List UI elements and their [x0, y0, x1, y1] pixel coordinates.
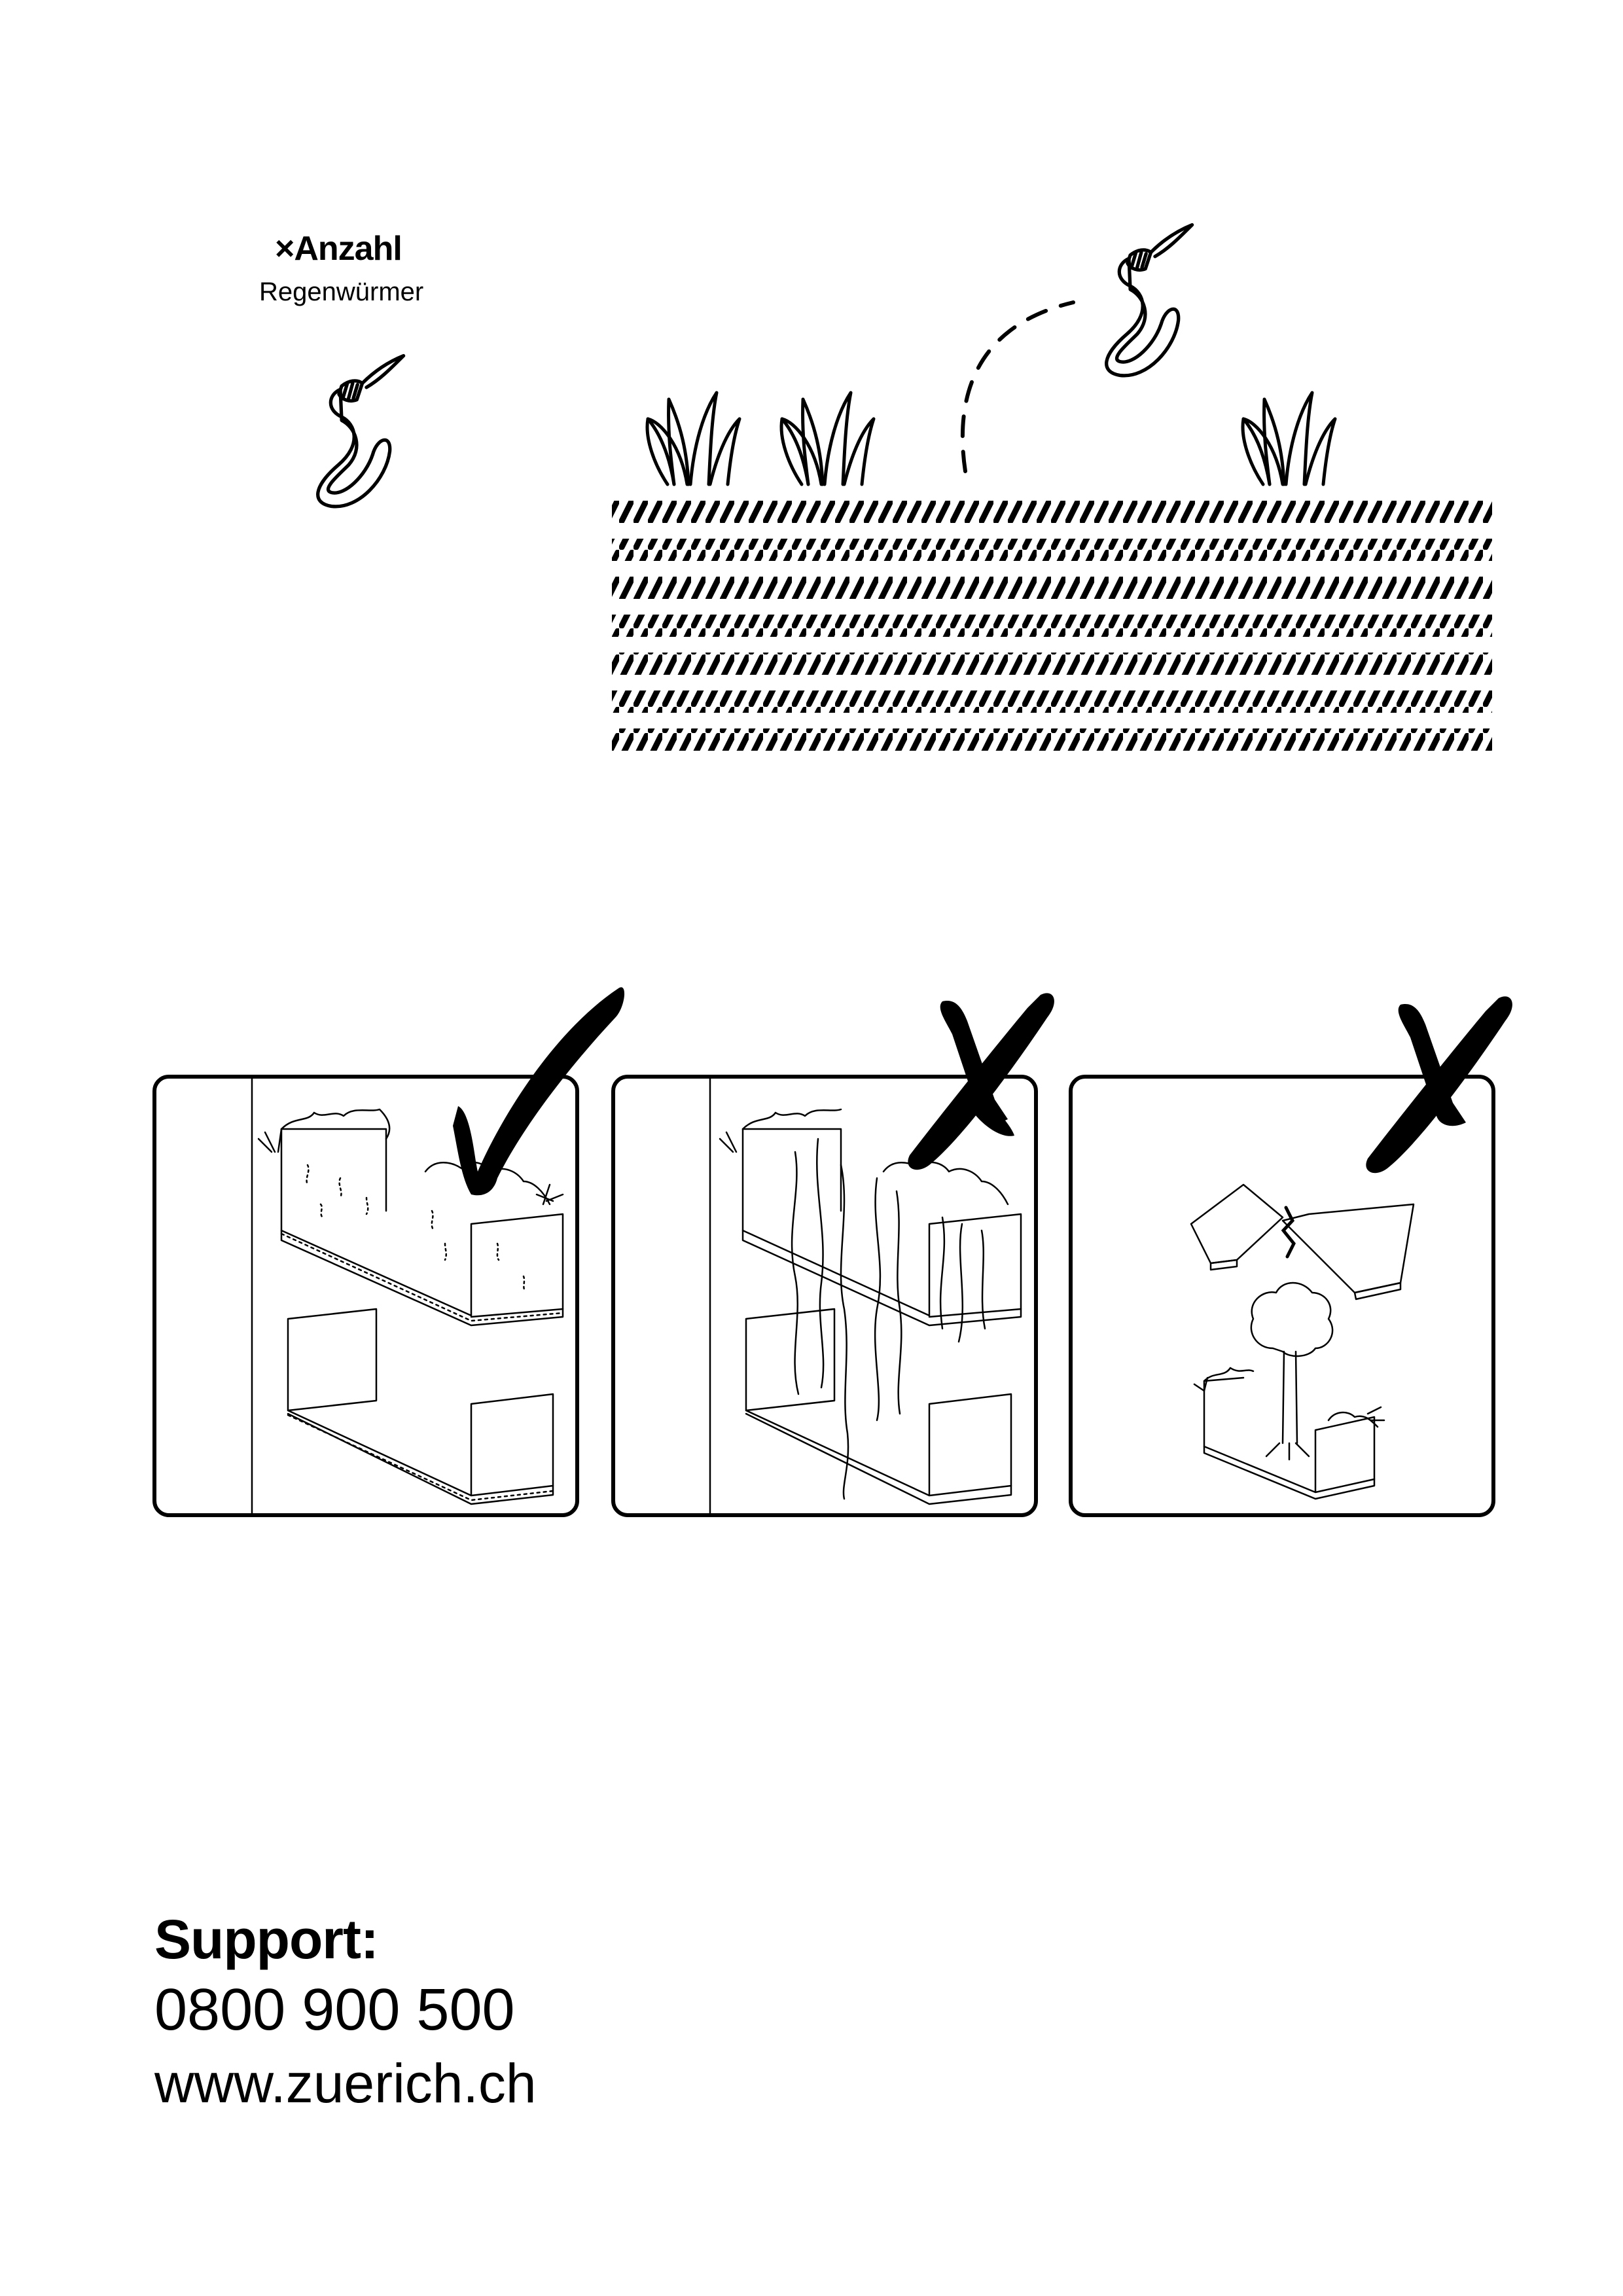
earthworm-icon: [1107, 225, 1192, 376]
grass-icon: [647, 393, 740, 484]
cross-icon: [1366, 996, 1512, 1174]
checkmark-icon: [453, 987, 625, 1196]
grass-icon: [1243, 393, 1335, 484]
support-url[interactable]: www.zuerich.ch: [154, 2053, 537, 2114]
support-title: Support:: [154, 1909, 379, 1970]
grass-icon: [781, 393, 874, 484]
earthworm-icon: [318, 356, 404, 507]
panel-wrong-broken: [1069, 996, 1512, 1517]
panel-wrong-roots: [611, 993, 1054, 1517]
cross-icon: [908, 993, 1054, 1170]
count-title: ×Anzahl: [275, 230, 402, 268]
support-phone[interactable]: 0800 900 500: [154, 1977, 515, 2043]
soil-layers: [612, 501, 1492, 751]
panel-correct: [152, 987, 625, 1517]
count-subtitle: Regenwürmer: [259, 278, 424, 306]
